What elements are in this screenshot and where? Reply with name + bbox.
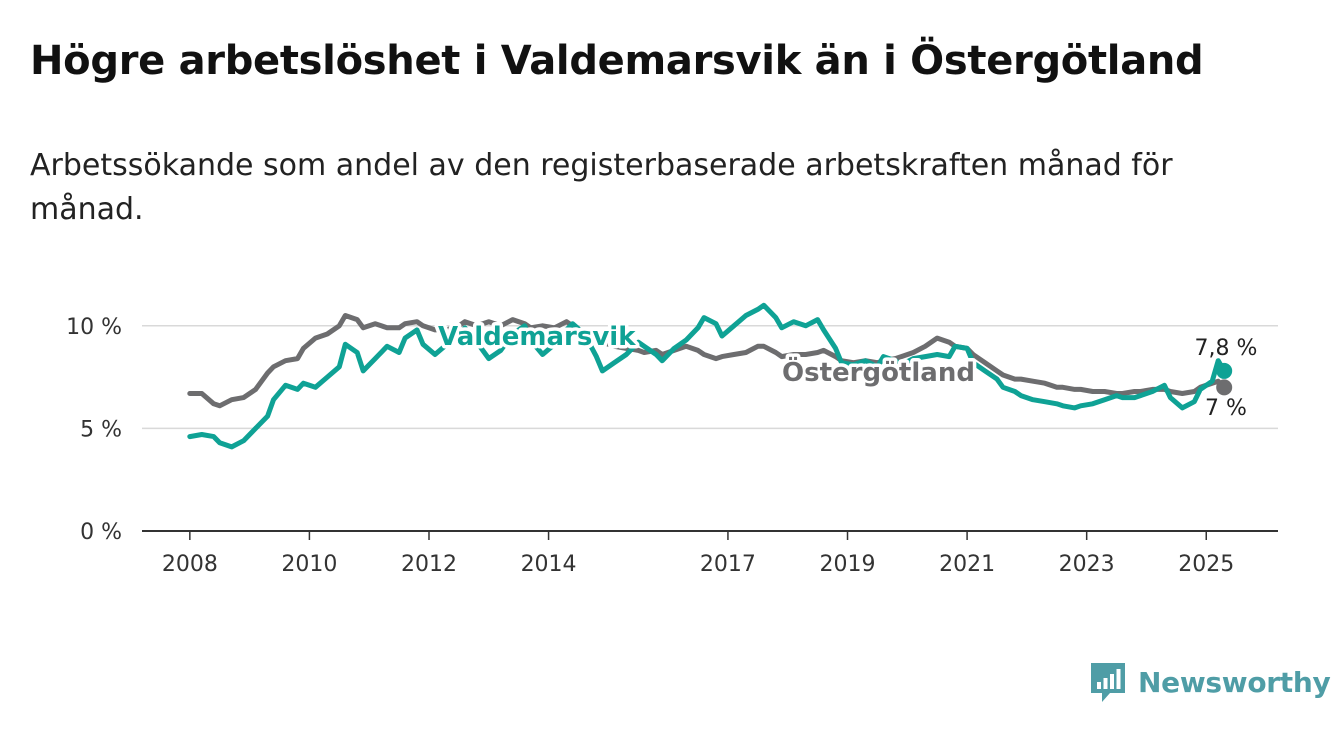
y-tick-label: 0 % [80, 520, 122, 545]
x-tick-label: 2019 [820, 552, 876, 577]
x-tick-label: 2008 [162, 552, 218, 577]
chart-subtitle: Arbetssökande som andel av den registerb… [30, 148, 1173, 227]
series-label-ostergotland: Östergötland [782, 355, 975, 388]
series-end-point-valdemarsvik [1216, 362, 1233, 379]
gridlines [142, 325, 1278, 430]
series-lines [187, 302, 1233, 450]
y-tick-label: 10 % [66, 315, 122, 340]
series-label-valdemarsvik: Valdemarsvik [438, 322, 636, 352]
chart-title: Högre arbetslöshet i Valdemarsvik än i Ö… [30, 38, 1204, 84]
x-tick-label: 2023 [1059, 552, 1115, 577]
x-tick-label: 2017 [700, 552, 756, 577]
x-tick-label: 2010 [281, 552, 337, 577]
x-tick-label: 2025 [1178, 552, 1234, 577]
x-tick-label: 2021 [939, 552, 995, 577]
y-tick-label: 5 % [80, 417, 122, 442]
x-tick-label: 2012 [401, 552, 457, 577]
line-chart: 0 %5 %10 % 2008 2010 2012 2014 2017 2019 2021 2… [66, 302, 1278, 577]
end-value-label-valdemarsvik: 7,8 % [1195, 336, 1258, 361]
end-value-label-ostergotland: 7 % [1205, 396, 1247, 421]
x-axis-ticks: 2008 2010 2012 2014 2017 2019 2021 2023 2025 [162, 531, 1234, 577]
x-tick-label: 2014 [521, 552, 577, 577]
series-line-valdemarsvik [187, 302, 1227, 450]
series-end-point-ostergotland [1216, 379, 1233, 396]
brand-logo: Newsworthy [1088, 660, 1331, 704]
series-line-ostergotland [187, 313, 1227, 409]
bar-chart-logo-icon [1091, 663, 1125, 702]
brand-name: Newsworthy [1138, 665, 1331, 699]
series-labels: Valdemarsvik Östergötland 7,8 % 7 % [435, 319, 1258, 422]
y-axis-ticks: 0 % 5 % 10 % [66, 315, 122, 545]
